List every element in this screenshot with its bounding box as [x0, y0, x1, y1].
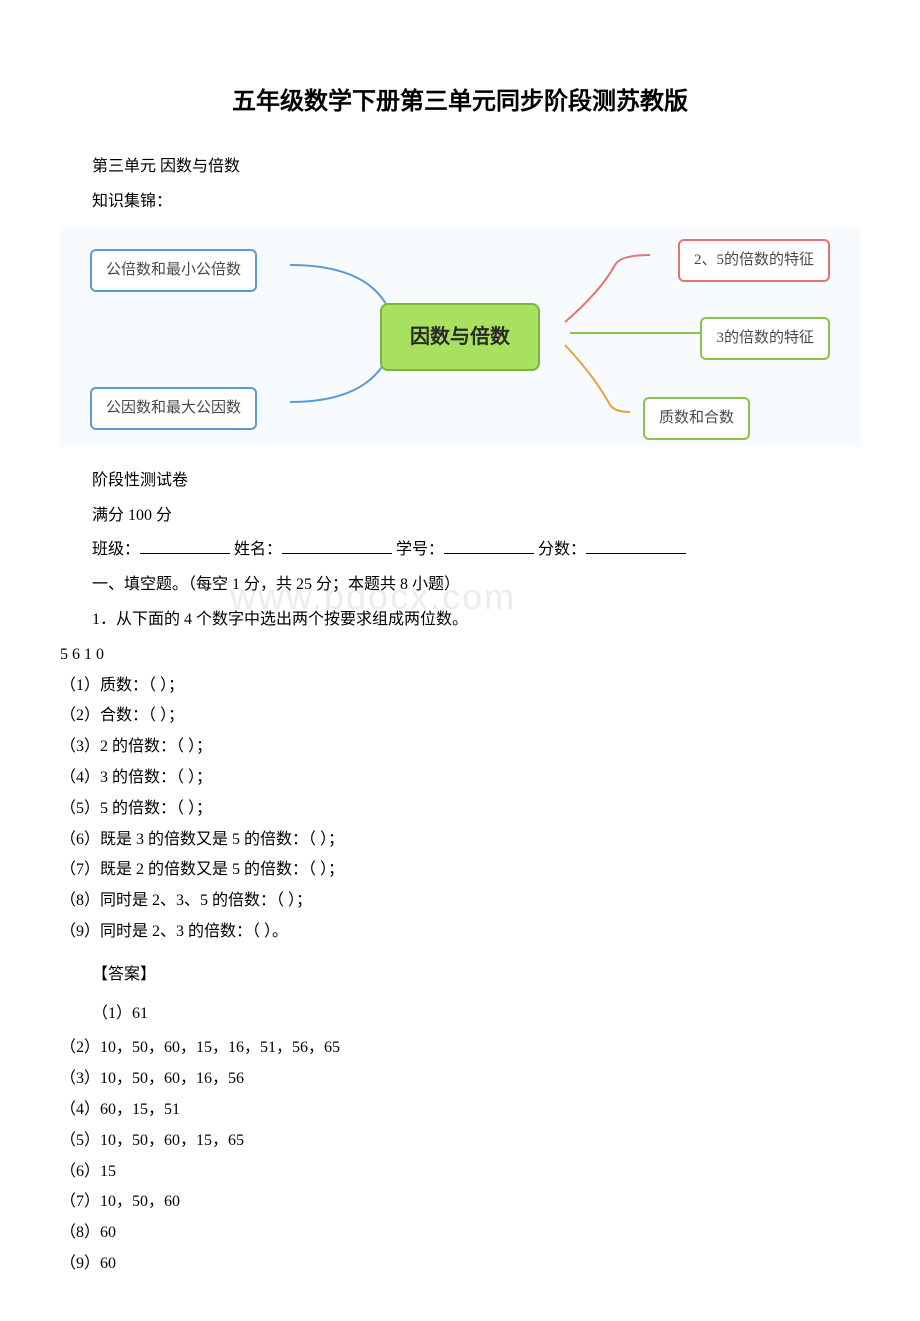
unit-header: 第三单元 因数与倍数 — [60, 153, 860, 182]
node-right-middle: 3的倍数的特征 — [700, 317, 830, 360]
q1-item: （4）3 的倍数：（ ）； — [60, 764, 860, 793]
node-center: 因数与倍数 — [380, 303, 540, 371]
q1-list: 5 6 1 0 （1）质数：（ ）； （2）合数：（ ）； （3）2 的倍数：（… — [60, 641, 860, 947]
q1-item: （3）2 的倍数：（ ）； — [60, 733, 860, 762]
test-label: 阶段性测试卷 — [60, 467, 860, 496]
answer-item: （4）60，15，51 — [60, 1096, 860, 1125]
node-left-top: 公倍数和最小公倍数 — [90, 249, 257, 292]
answer-first: （1）61 — [60, 1000, 860, 1029]
section-1-header: 一、填空题。（每空 1 分，共 25 分；本题共 8 小题） — [60, 571, 860, 600]
q1-item: （6）既是 3 的倍数又是 5 的倍数：（ ）； — [60, 826, 860, 855]
id-label: 学号： — [396, 541, 444, 558]
mindmap-diagram: 公倍数和最小公倍数 公因数和最大公因数 因数与倍数 2、5的倍数的特征 3的倍数… — [60, 227, 860, 447]
q1-item: （2）合数：（ ）； — [60, 702, 860, 731]
q1-item: （7）既是 2 的倍数又是 5 的倍数：（ ）； — [60, 856, 860, 885]
name-label: 姓名： — [234, 541, 282, 558]
class-blank — [140, 537, 230, 555]
knowledge-label: 知识集锦： — [60, 188, 860, 217]
answer-label: 【答案】 — [60, 961, 860, 990]
q1-item: （5）5 的倍数：（ ）； — [60, 795, 860, 824]
node-right-top: 2、5的倍数的特征 — [678, 239, 830, 282]
student-info-row: 班级： 姓名： 学号： 分数： — [60, 536, 860, 565]
q1-item: （9）同时是 2、3 的倍数：（ ）。 — [60, 918, 860, 947]
name-blank — [282, 537, 392, 555]
page-title: 五年级数学下册第三单元同步阶段测苏教版 — [60, 80, 860, 123]
class-label: 班级： — [92, 541, 140, 558]
node-right-bottom: 质数和合数 — [643, 397, 750, 440]
answer-item: （9）60 — [60, 1250, 860, 1279]
node-left-bottom: 公因数和最大公因数 — [90, 387, 257, 430]
score-blank — [586, 537, 686, 555]
q1-item: （1）质数：（ ）； — [60, 672, 860, 701]
answer-item: （7）10，50，60 — [60, 1188, 860, 1217]
q1-item: （8）同时是 2、3、5 的倍数：（ ）； — [60, 887, 860, 916]
answer-item: （8）60 — [60, 1219, 860, 1248]
full-marks: 满分 100 分 — [60, 502, 860, 531]
answer-item: （5）10，50，60，15，65 — [60, 1127, 860, 1156]
answers-list: （2）10，50，60，15，16，51，56，65 （3）10，50，60，1… — [60, 1034, 860, 1278]
answer-item: （2）10，50，60，15，16，51，56，65 — [60, 1034, 860, 1063]
id-blank — [444, 537, 534, 555]
q1-digits: 5 6 1 0 — [60, 641, 860, 670]
q1-intro: 1．从下面的 4 个数字中选出两个按要求组成两位数。 — [60, 606, 860, 635]
answer-item: （6）15 — [60, 1158, 860, 1187]
score-label: 分数： — [538, 541, 586, 558]
answer-item: （3）10，50，60，16，56 — [60, 1065, 860, 1094]
